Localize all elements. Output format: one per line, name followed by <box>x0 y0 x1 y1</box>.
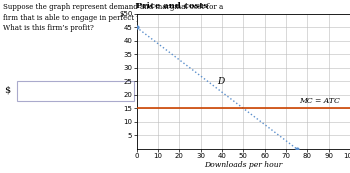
Text: $: $ <box>4 85 10 94</box>
Text: Suppose the graph represent demand and marginal cost for a
firm that is able to : Suppose the graph represent demand and m… <box>3 3 223 32</box>
FancyBboxPatch shape <box>17 81 134 101</box>
Text: D: D <box>218 77 225 86</box>
Text: MC = ATC: MC = ATC <box>299 97 340 105</box>
Text: Price and costs: Price and costs <box>136 2 209 10</box>
X-axis label: Downloads per hour: Downloads per hour <box>204 161 282 169</box>
